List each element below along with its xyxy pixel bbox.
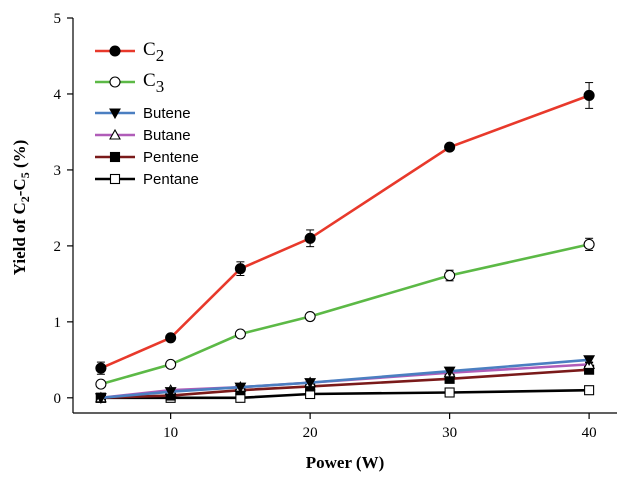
y-axis-title-part: 2 bbox=[18, 196, 32, 202]
data-point bbox=[164, 387, 177, 398]
series-line bbox=[100, 94, 590, 370]
data-point bbox=[95, 378, 107, 390]
legend-label-main: C bbox=[143, 39, 156, 60]
y-axis-title-part: (%) bbox=[10, 140, 29, 173]
data-point bbox=[109, 76, 121, 88]
data-point bbox=[583, 89, 595, 102]
data-point bbox=[583, 238, 595, 250]
data-point bbox=[109, 108, 121, 120]
data-point bbox=[109, 151, 121, 163]
data-point bbox=[234, 382, 247, 394]
series-line bbox=[100, 368, 590, 400]
y-tick-label: 3 bbox=[54, 163, 62, 179]
data-point bbox=[109, 173, 121, 185]
data-point bbox=[95, 362, 107, 374]
y-tick-label: 0 bbox=[54, 391, 62, 407]
legend-entry: Butene bbox=[95, 105, 191, 122]
legend-label-main: Pentane bbox=[143, 171, 199, 188]
y-tick-label: 4 bbox=[54, 87, 62, 103]
legend-label: Butane bbox=[143, 127, 191, 144]
series-c2 bbox=[95, 82, 595, 375]
series-c3 bbox=[95, 237, 595, 390]
legend-label: C3 bbox=[143, 70, 164, 96]
data-point bbox=[443, 366, 456, 378]
data-point bbox=[234, 328, 246, 340]
data-point bbox=[165, 332, 177, 344]
legend-label: Pentane bbox=[143, 171, 199, 188]
legend-label-main: Butene bbox=[143, 105, 191, 122]
x-tick-label: 20 bbox=[303, 425, 318, 441]
data-point bbox=[584, 385, 595, 396]
legend-label: Butene bbox=[143, 105, 191, 122]
legend-entry: Pentene bbox=[95, 149, 199, 166]
legend-label-main: Butane bbox=[143, 127, 191, 144]
legend-label-main: C bbox=[143, 70, 156, 91]
axes: 0 1 2 3 4 5 10 20 30 40 bbox=[54, 11, 617, 441]
legend-label: Pentene bbox=[143, 149, 199, 166]
x-axis-title: Power (W) bbox=[306, 453, 385, 472]
data-point bbox=[444, 269, 456, 282]
series-line bbox=[100, 243, 590, 386]
legend-label: C2 bbox=[143, 39, 164, 65]
y-axis-title-part: Yield of C bbox=[10, 202, 29, 275]
data-point bbox=[583, 355, 596, 366]
series-layer bbox=[94, 82, 596, 404]
legend-entry: Butane bbox=[95, 127, 191, 144]
data-point bbox=[109, 128, 121, 140]
y-axis-title-part: 5 bbox=[18, 172, 32, 178]
data-point bbox=[94, 393, 107, 404]
y-tick-label: 1 bbox=[54, 315, 62, 331]
legend-label-sub: 3 bbox=[156, 77, 165, 96]
y-axis-title: Yield of C2-C5 (%) bbox=[10, 140, 32, 276]
data-point bbox=[444, 141, 456, 153]
legend-entry: Pentane bbox=[95, 171, 199, 188]
legend-entry: C2 bbox=[95, 39, 164, 65]
x-tick-label: 10 bbox=[163, 425, 178, 441]
series-line bbox=[100, 358, 590, 400]
y-tick-label: 2 bbox=[54, 239, 62, 255]
data-point bbox=[234, 263, 246, 275]
series-butene bbox=[94, 355, 596, 404]
legend-entry: C3 bbox=[95, 70, 164, 96]
data-point bbox=[165, 358, 177, 370]
x-tick-label: 30 bbox=[442, 425, 457, 441]
data-point bbox=[109, 45, 121, 57]
series-line bbox=[100, 388, 590, 400]
data-point bbox=[304, 378, 317, 389]
legend-label-main: Pentene bbox=[143, 149, 199, 166]
legend-label-sub: 2 bbox=[156, 46, 165, 65]
data-point bbox=[304, 310, 316, 323]
data-point bbox=[444, 387, 455, 398]
x-tick-label: 40 bbox=[582, 425, 597, 441]
y-axis-title-part: -C bbox=[10, 178, 29, 196]
data-point bbox=[304, 232, 316, 244]
y-tick-label: 5 bbox=[54, 11, 62, 27]
